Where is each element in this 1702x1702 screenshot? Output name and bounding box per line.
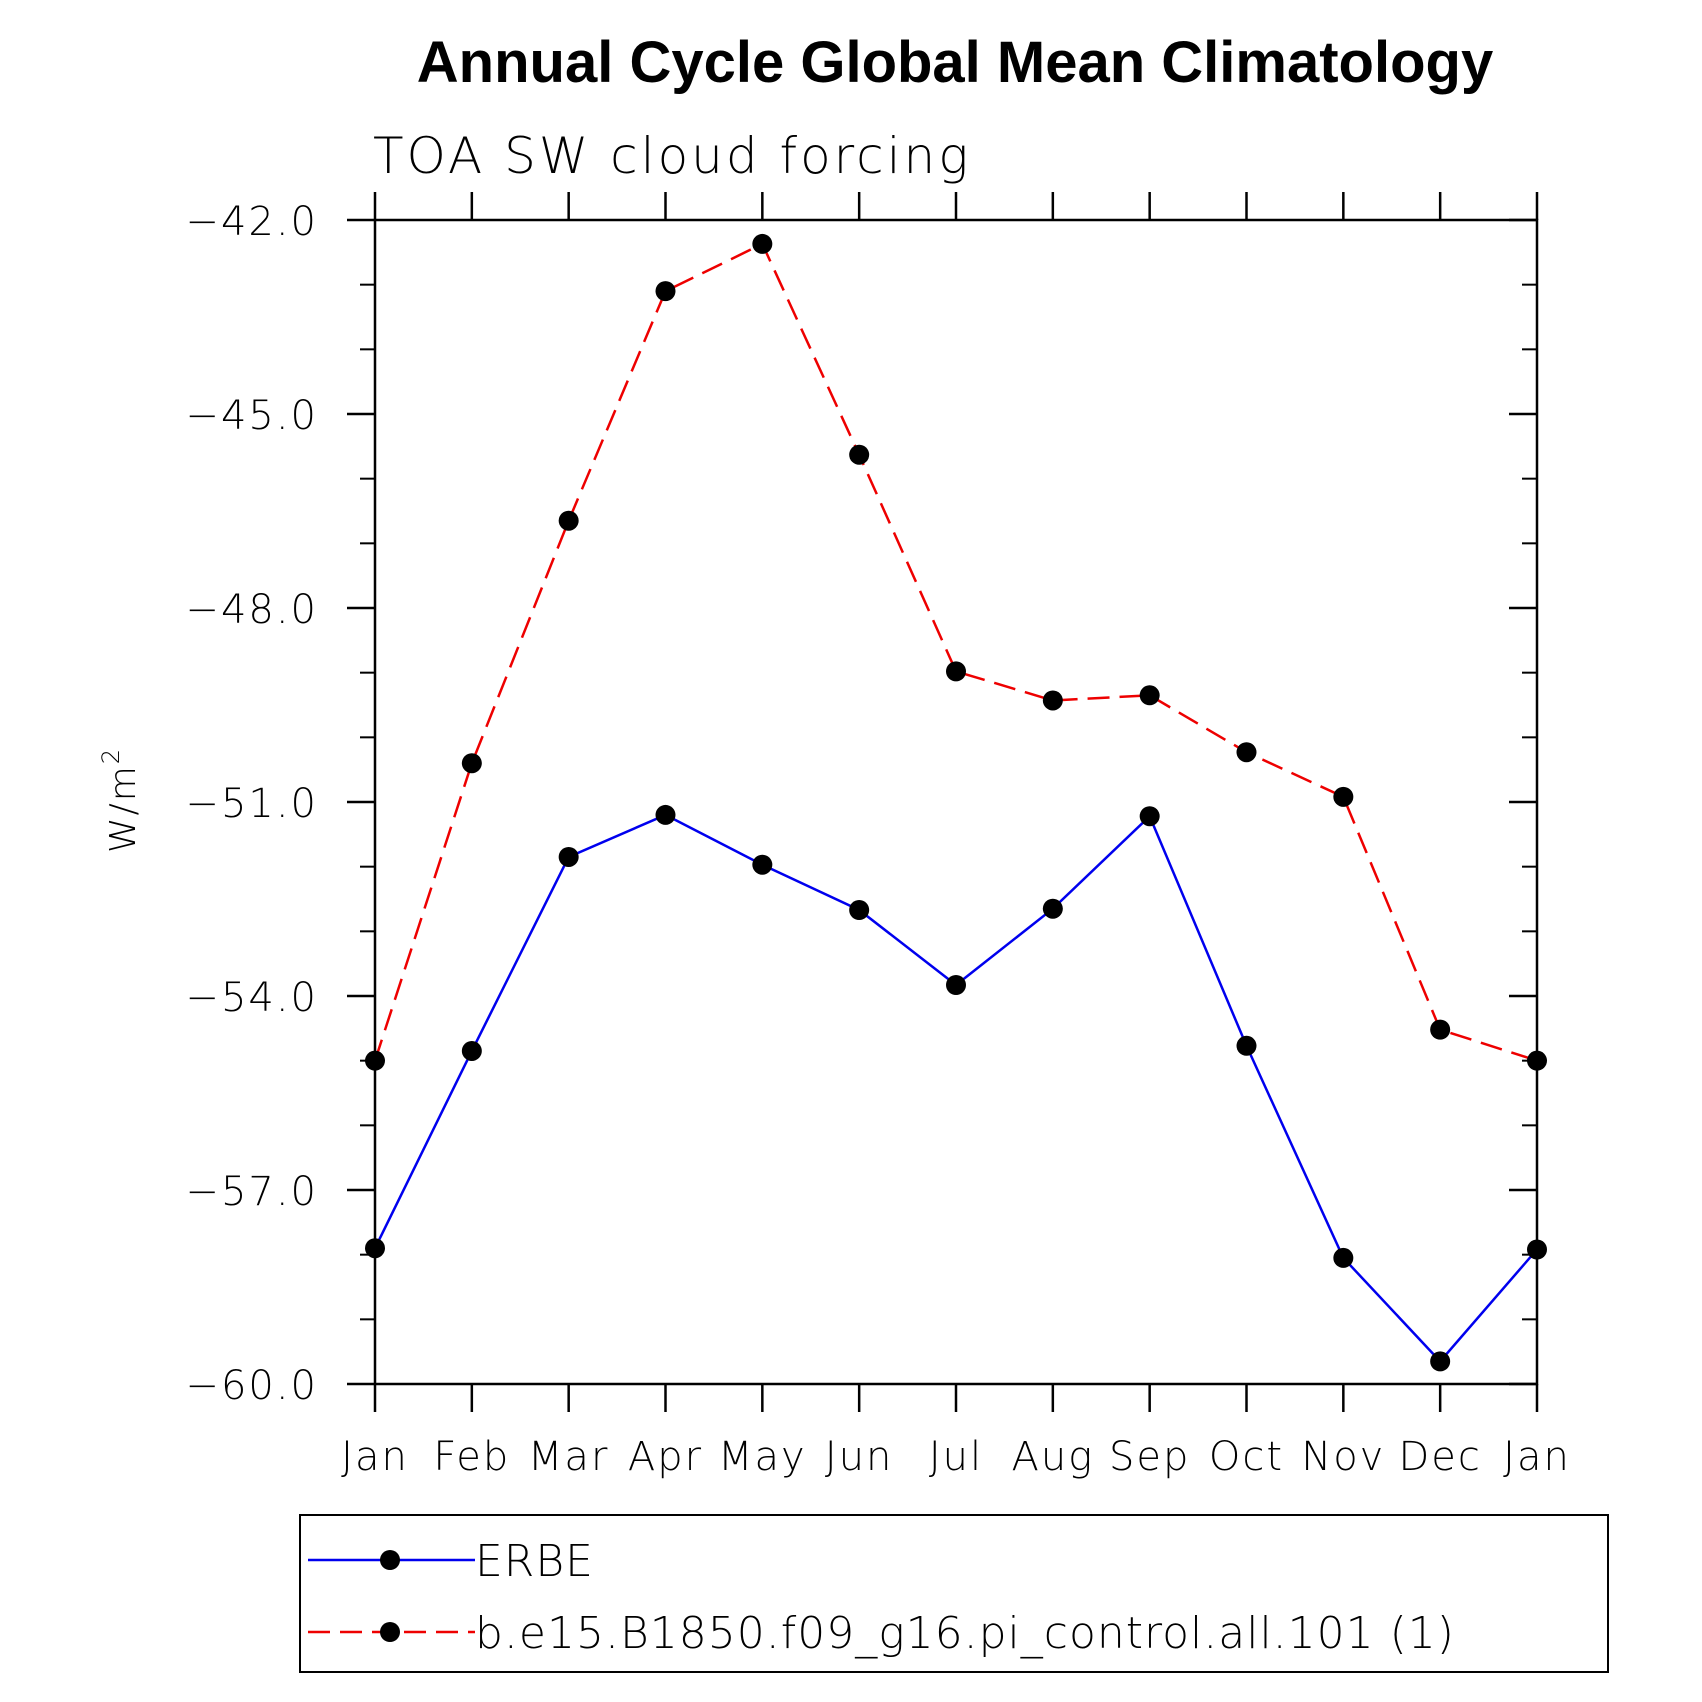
plot-frame: [373, 218, 1539, 1386]
y-tick-label-6: −60.0: [185, 1363, 318, 1409]
x-tick-label-5: Jun: [825, 1434, 894, 1480]
legend-label-erbe: ERBE: [475, 1536, 594, 1587]
data-point-s0-9: [1236, 1035, 1257, 1056]
data-point-s1-1: [461, 753, 482, 774]
data-point-s1-10: [1333, 786, 1354, 807]
tick-labels: Jan Feb Mar Apr May Jun Jul Aug Sep Oct Nov Dec Jan−…: [185, 199, 1571, 1480]
x-tick-label-12: Jan: [1503, 1434, 1571, 1480]
y-axis-label: W/m2: [97, 747, 144, 853]
legend-marker-erbe: [380, 1550, 400, 1570]
x-tick-label-0: Jan: [341, 1434, 409, 1480]
axis-ticks: [347, 192, 1539, 1412]
data-point-s0-6: [946, 975, 966, 996]
legend-marker-model: [380, 1622, 400, 1642]
data-point-s0-8: [1139, 806, 1160, 827]
x-tick-label-8: Sep: [1109, 1434, 1190, 1480]
data-point-s1-3: [655, 281, 676, 302]
x-tick-label-7: Aug: [1011, 1434, 1094, 1480]
y-tick-label-3: −51.0: [185, 781, 318, 827]
data-markers: [365, 233, 1547, 1372]
series-lines: [373, 242, 1538, 1364]
x-tick-label-6: Jul: [929, 1434, 983, 1480]
x-tick-label-4: May: [718, 1434, 807, 1480]
y-tick-label-4: −54.0: [185, 975, 318, 1021]
data-point-s1-11: [1430, 1019, 1451, 1040]
data-point-s0-11: [1430, 1351, 1451, 1372]
data-point-s1-9: [1236, 742, 1257, 763]
chart-subtitle: TOA SW cloud forcing: [373, 127, 971, 185]
data-point-s1-2: [558, 510, 579, 531]
series-line-1: [373, 242, 1538, 1062]
y-tick-label-1: −45.0: [185, 393, 318, 439]
data-point-s0-2: [558, 846, 579, 867]
data-point-s0-7: [1042, 898, 1063, 919]
y-tick-label-5: −57.0: [185, 1169, 318, 1215]
chart-title: Annual Cycle Global Mean Climatology: [417, 30, 1493, 95]
x-tick-label-10: Nov: [1301, 1434, 1385, 1480]
series-line-0: [373, 813, 1538, 1364]
data-point-s0-4: [752, 854, 773, 875]
legend: ERBE b.e15.B1850.f09_g16.pi_control.all.…: [299, 1514, 1609, 1673]
data-point-s0-10: [1333, 1247, 1354, 1268]
y-axis-label-text: W/m: [103, 764, 144, 853]
x-tick-label-3: Apr: [628, 1434, 703, 1480]
y-axis-label-superscript: 2: [97, 747, 125, 764]
data-point-s0-1: [461, 1040, 482, 1061]
x-tick-label-11: Dec: [1398, 1434, 1481, 1480]
data-point-s1-7: [1042, 690, 1063, 711]
data-point-s0-5: [849, 899, 870, 920]
data-point-s1-4: [752, 233, 773, 254]
data-point-s1-5: [849, 444, 870, 465]
y-tick-label-0: −42.0: [185, 199, 318, 245]
x-tick-label-1: Feb: [433, 1434, 510, 1480]
legend-label-model: b.e15.B1850.f09_g16.pi_control.all.101 (…: [475, 1608, 1455, 1659]
y-tick-label-2: −48.0: [185, 587, 318, 633]
data-point-s0-3: [655, 804, 676, 825]
legend-box: [299, 1514, 1609, 1673]
x-tick-label-2: Mar: [528, 1434, 609, 1480]
data-point-s1-6: [946, 661, 966, 682]
data-point-s1-8: [1139, 685, 1160, 706]
x-tick-label-9: Oct: [1209, 1434, 1284, 1480]
